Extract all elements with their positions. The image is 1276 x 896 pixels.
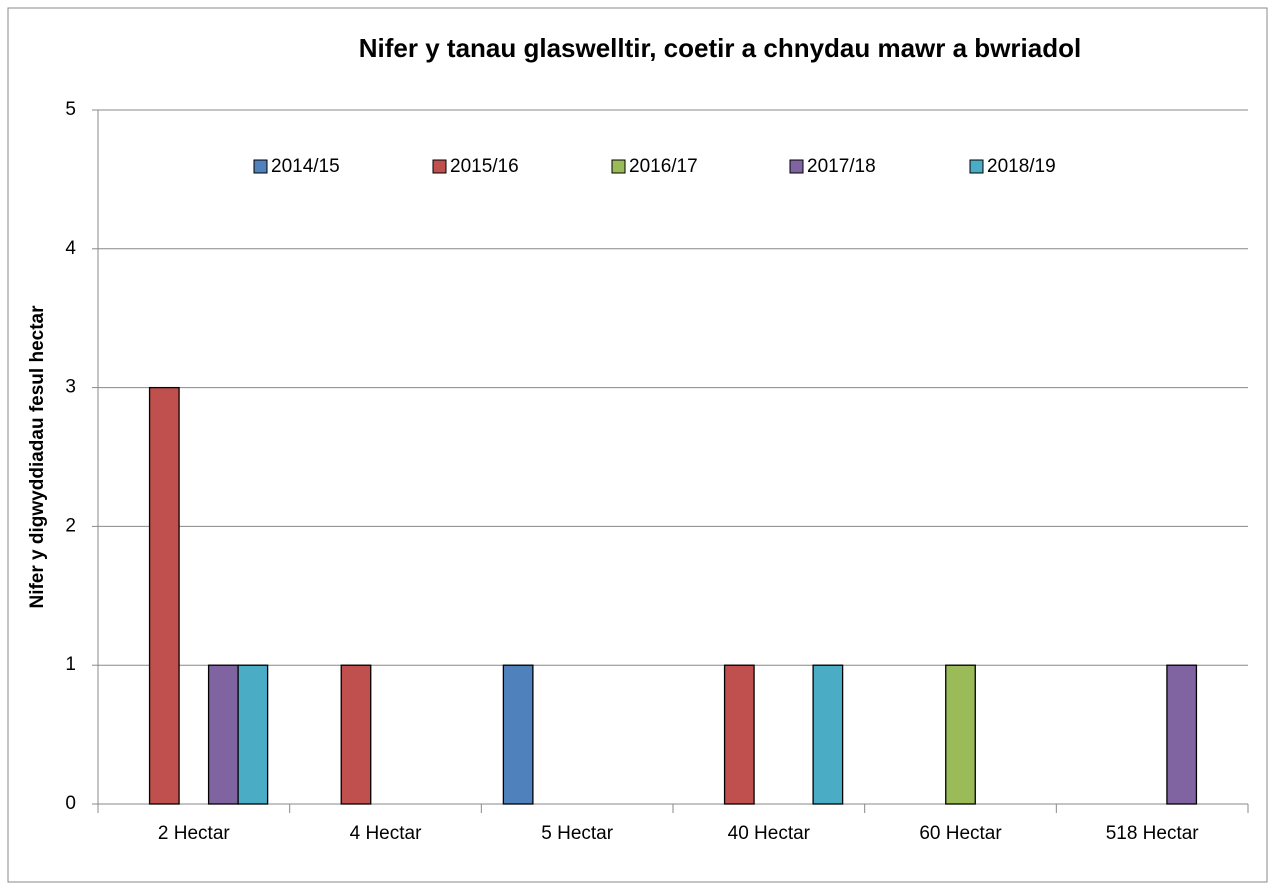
- x-tick-label: 5 Hectar: [541, 823, 613, 844]
- legend-label: 2017/18: [807, 156, 876, 177]
- bar: [340, 664, 372, 805]
- legend-swatch: [789, 159, 804, 174]
- x-tick-label: 518 Hectar: [1106, 823, 1200, 844]
- legend-swatch: [253, 159, 268, 174]
- bar: [207, 664, 239, 805]
- legend-swatch: [611, 159, 626, 174]
- y-tick-label: 0: [65, 793, 76, 814]
- x-tick-label: 4 Hectar: [350, 823, 422, 844]
- legend-swatch: [969, 159, 984, 174]
- legend-label: 2014/15: [271, 156, 340, 177]
- chart-border: [7, 7, 1268, 883]
- y-tick-label: 5: [65, 99, 76, 120]
- y-axis-label: Nifer y digwyddiadau fesul hectar: [27, 305, 48, 609]
- y-tick-label: 2: [65, 515, 76, 536]
- legend-label: 2018/19: [987, 156, 1056, 177]
- bar: [945, 664, 976, 805]
- legend-label: 2016/17: [629, 156, 698, 177]
- y-tick-label: 3: [65, 377, 76, 398]
- bar: [148, 386, 180, 805]
- y-tick-label: 1: [65, 654, 76, 675]
- bar: [502, 664, 534, 805]
- bar: [1166, 664, 1198, 805]
- chart-title: Nifer y tanau glaswelltir, coetir a chny…: [359, 33, 1081, 63]
- x-tick-label: 40 Hectar: [728, 823, 811, 844]
- bar: [812, 664, 844, 805]
- x-tick-label: 60 Hectar: [919, 823, 1002, 844]
- legend-label: 2015/16: [450, 156, 519, 177]
- bar: [723, 664, 755, 805]
- bar: [237, 664, 269, 805]
- y-tick-label: 4: [65, 238, 76, 259]
- x-tick-label: 2 Hectar: [158, 823, 230, 844]
- legend-swatch: [432, 159, 447, 174]
